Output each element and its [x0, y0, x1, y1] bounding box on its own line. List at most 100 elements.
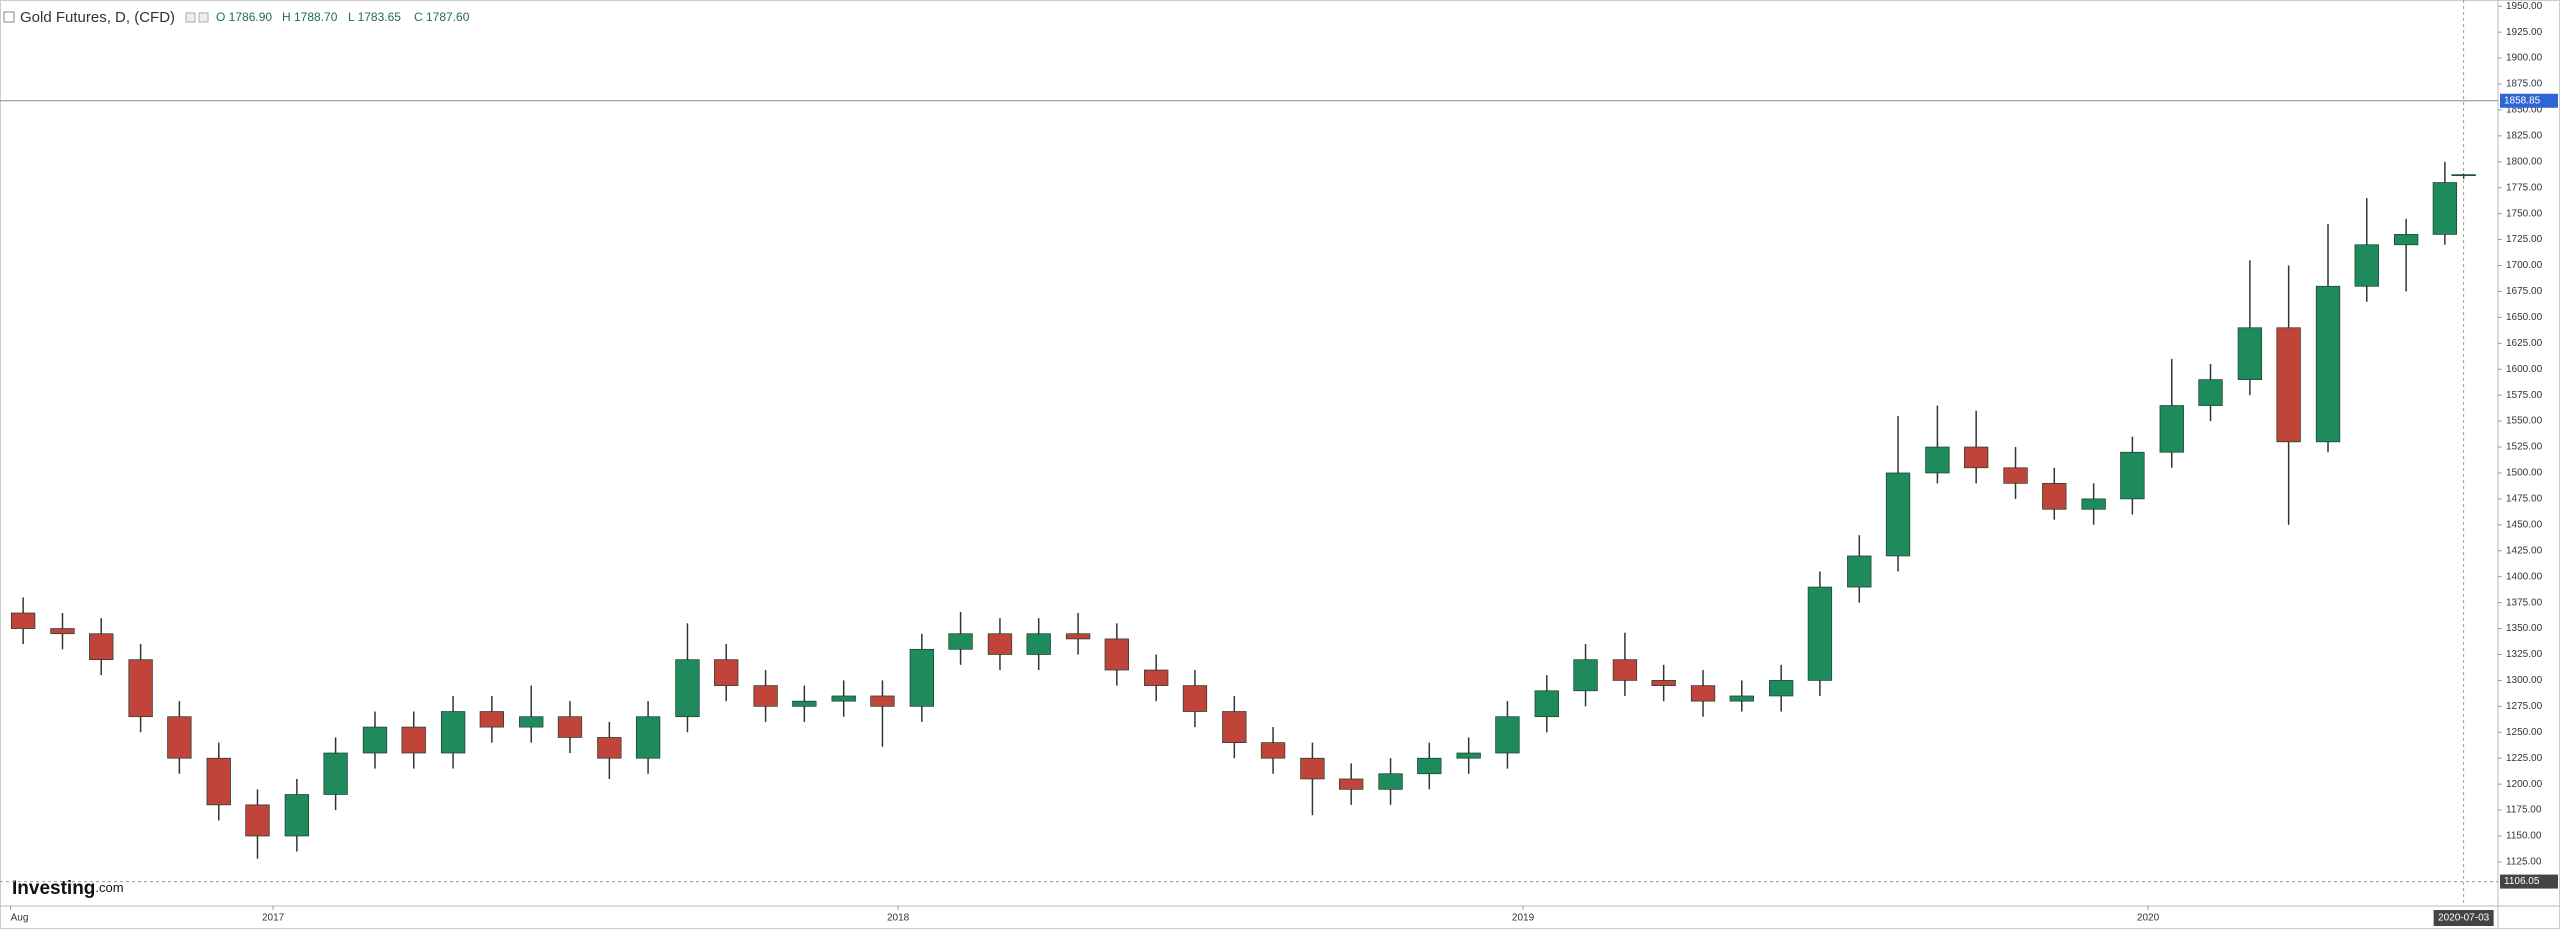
y-tick-label: 1375.00 — [2506, 597, 2543, 608]
y-tick-label: 1625.00 — [2506, 338, 2543, 349]
y-tick-label: 1575.00 — [2506, 390, 2543, 401]
candle-body — [284, 794, 310, 837]
y-tick-label: 1700.00 — [2506, 260, 2543, 271]
y-tick-label: 1425.00 — [2506, 545, 2543, 556]
candle-body — [831, 695, 856, 702]
candle-body — [1104, 638, 1129, 671]
y-tick-label: 1325.00 — [2506, 649, 2543, 660]
y-tick-label: 1125.00 — [2506, 857, 2542, 868]
y-tick-label: 1225.00 — [2506, 753, 2543, 764]
candle-body — [1807, 586, 1833, 681]
y-tick-label: 1750.00 — [2506, 208, 2543, 219]
y-tick-label: 1925.00 — [2506, 27, 2543, 38]
y-tick-label: 1175.00 — [2506, 805, 2542, 816]
candle-body — [206, 757, 231, 806]
candle-body — [1534, 690, 1559, 718]
candle-body — [245, 804, 270, 837]
current-price-box — [2500, 93, 2558, 108]
candle-body — [1768, 680, 1794, 697]
x-tick-label: 2018 — [887, 913, 910, 924]
y-tick-label: 1825.00 — [2506, 131, 2543, 142]
candle-body — [714, 659, 739, 686]
y-tick-label: 1300.00 — [2506, 675, 2543, 686]
candle-body — [1963, 446, 1989, 469]
y-tick-label: 1150.00 — [2506, 831, 2542, 842]
y-tick-label: 1525.00 — [2506, 442, 2543, 453]
candle-body — [948, 633, 973, 650]
candle-body — [2159, 405, 2184, 453]
y-tick-label: 1850.00 — [2506, 105, 2543, 116]
candle-body — [1690, 685, 1716, 702]
logo: Investing.com — [12, 878, 124, 899]
candle-body — [2003, 467, 2028, 484]
candle-body — [1300, 757, 1325, 780]
candle-body — [2042, 482, 2067, 510]
x-tick-label: 2019 — [1512, 913, 1535, 924]
candle-body — [675, 659, 700, 718]
candle-body — [323, 752, 348, 795]
candle-body — [2451, 174, 2476, 177]
candle-body — [1260, 742, 1286, 759]
y-tick-label: 1675.00 — [2506, 286, 2543, 297]
candle-body — [362, 726, 388, 754]
candle-body — [167, 716, 192, 759]
x-tick-label: Aug — [11, 913, 29, 924]
y-tick-label: 1500.00 — [2506, 468, 2543, 479]
candle-body — [10, 612, 36, 629]
y-tick-label: 1775.00 — [2506, 182, 2543, 193]
candle-body — [1573, 659, 1598, 692]
ohlc-value: H 1788.70 — [282, 10, 338, 24]
candle-body — [1729, 695, 1754, 702]
candle-body — [987, 633, 1013, 655]
y-tick-label: 1900.00 — [2506, 53, 2543, 64]
candle-body — [635, 716, 661, 759]
y-tick-label: 1275.00 — [2506, 701, 2543, 712]
crosshair-box — [2433, 910, 2494, 926]
x-tick-label: 2020 — [2137, 913, 2160, 924]
candle-body — [1222, 711, 1247, 743]
candle-body — [2237, 327, 2263, 380]
candle-body — [1847, 555, 1872, 588]
settings-icon[interactable] — [185, 12, 196, 23]
candle-body — [1182, 685, 1208, 712]
candle-body — [1144, 669, 1169, 686]
candle-body — [1339, 778, 1364, 790]
candle-body — [1495, 716, 1520, 754]
candle-body — [753, 685, 778, 707]
y-tick-label: 1600.00 — [2506, 364, 2543, 375]
candle-body — [2393, 234, 2419, 246]
close-icon[interactable] — [198, 12, 209, 23]
candle-body — [2081, 498, 2106, 510]
candle-body — [1065, 633, 1091, 640]
ohlc-legend: O 1786.90 H 1788.70 L 1783.65 C 1787.60 — [216, 10, 470, 24]
candle-body — [1925, 446, 1950, 474]
candle-body — [440, 711, 466, 754]
candle-body — [89, 633, 114, 661]
candle-body — [2198, 379, 2223, 406]
logo-text: Investing — [12, 878, 95, 899]
chart-title: Gold Futures, D, (CFD) — [20, 9, 175, 26]
y-tick-label: 1475.00 — [2506, 494, 2543, 505]
y-tick-label: 1450.00 — [2506, 519, 2543, 530]
candle-body — [1651, 680, 1676, 686]
candle-body — [2276, 327, 2301, 443]
y-tick-label: 1725.00 — [2506, 234, 2543, 245]
y-tick-label: 1800.00 — [2506, 156, 2543, 167]
y-tick-label: 1875.00 — [2506, 79, 2543, 90]
y-tick-label: 1250.00 — [2506, 727, 2543, 738]
candle-body — [1417, 757, 1442, 775]
logo-suffix: .com — [95, 880, 123, 895]
y-tick-label: 1400.00 — [2506, 571, 2543, 582]
y-tick-label: 1550.00 — [2506, 416, 2543, 427]
candle-body — [50, 628, 75, 635]
low-marker-label: 1106.05 — [2504, 876, 2540, 887]
candle-body — [1456, 752, 1481, 759]
candle-body — [2315, 285, 2341, 443]
ohlc-value: L 1783.65 — [348, 10, 401, 24]
collapse-icon[interactable] — [3, 11, 15, 23]
candle-body — [2432, 182, 2458, 235]
y-tick-label: 1650.00 — [2506, 312, 2543, 323]
